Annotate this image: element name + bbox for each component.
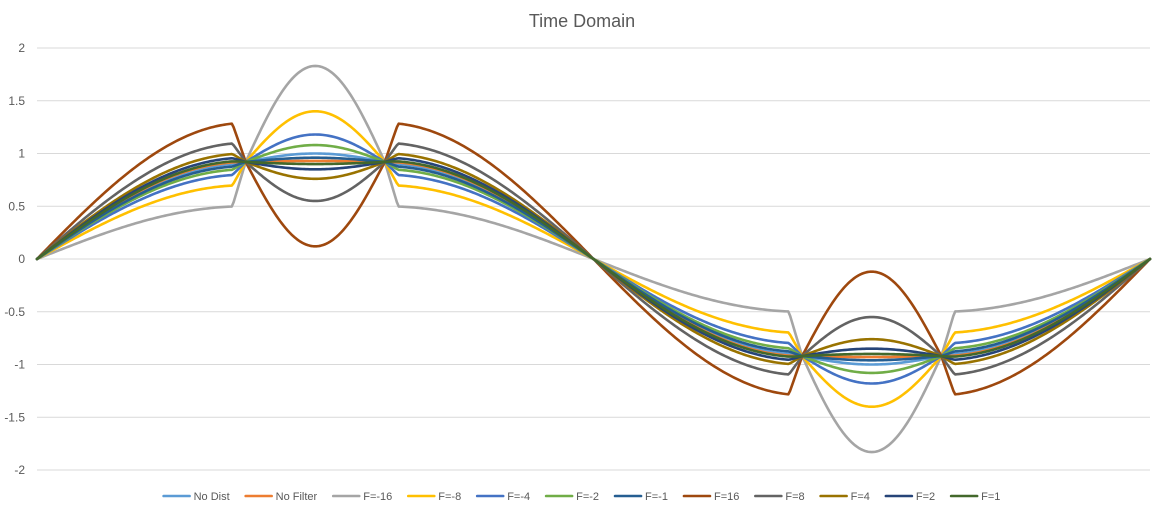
- y-axis-tick-labels: 2 1.5 1 0.5 0 -0.5 -1 -1.5 -2: [4, 41, 25, 477]
- legend-label: F=16: [714, 491, 739, 503]
- legend-label: No Filter: [276, 491, 318, 503]
- legend-label: F=4: [851, 491, 870, 503]
- y-tick-label: 0.5: [8, 199, 25, 213]
- legend-item-f-8: F=8: [754, 491, 805, 503]
- legend-item-f-2: F=-2: [544, 491, 599, 503]
- legend-item-f-16: F=16: [682, 491, 739, 503]
- legend-item-f-2: F=2: [884, 491, 935, 503]
- legend-label: F=-8: [438, 491, 461, 503]
- y-tick-label: 0: [18, 252, 25, 266]
- legend-item-f-1: F=1: [949, 491, 1000, 503]
- legend-item-f-4: F=-4: [475, 491, 530, 503]
- legend-item-f-1: F=-1: [613, 491, 668, 503]
- legend-item-no-dist: No Dist: [162, 491, 230, 503]
- legend: No Dist No Filter F=-16 F=-8 F=-4 F=-2 F=-1 F=1…: [162, 491, 1000, 503]
- y-tick-label: -0.5: [4, 305, 25, 319]
- legend-label: F=-2: [576, 491, 599, 503]
- legend-label: F=-1: [645, 491, 668, 503]
- legend-label: F=2: [916, 491, 935, 503]
- y-tick-label: 1.5: [8, 94, 25, 108]
- legend-item-f-4: F=4: [819, 491, 870, 503]
- series-line-f-1: [35, 160, 1152, 358]
- y-tick-label: 2: [18, 41, 25, 55]
- legend-item-f-8: F=-8: [406, 491, 461, 503]
- y-tick-label: -2: [14, 463, 25, 477]
- legend-label: F=8: [785, 491, 804, 503]
- y-tick-label: 1: [18, 147, 25, 161]
- legend-item-f-16: F=-16: [331, 491, 392, 503]
- legend-label: F=1: [981, 491, 1000, 503]
- series-lines: [35, 64, 1152, 454]
- chart-title: Time Domain: [529, 11, 635, 31]
- y-tick-label: -1.5: [4, 410, 25, 424]
- y-tick-label: -1: [14, 358, 25, 372]
- legend-label: F=-16: [363, 491, 392, 503]
- legend-label: F=-4: [507, 491, 530, 503]
- legend-label: No Dist: [194, 491, 230, 503]
- legend-item-no-filter: No Filter: [244, 491, 318, 503]
